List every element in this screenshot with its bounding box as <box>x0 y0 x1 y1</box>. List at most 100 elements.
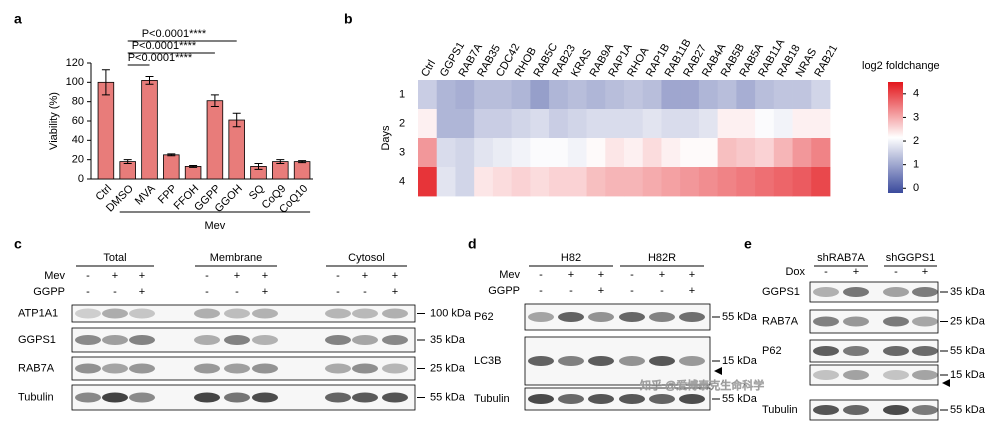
condition-sign: + <box>598 285 604 297</box>
heatmap-cell <box>811 109 831 139</box>
colorbar-tick-label: 2 <box>913 135 919 147</box>
condition-sign: - <box>539 285 543 297</box>
condition-sign: + <box>262 286 268 298</box>
condition-sign: - <box>205 286 209 298</box>
heatmap-cell <box>755 138 775 168</box>
condition-label: Mev <box>44 270 65 282</box>
blot-label: Tubulin <box>762 404 798 416</box>
heatmap-cell <box>773 167 793 197</box>
colorbar-tick-label: 3 <box>913 111 919 123</box>
bar <box>141 80 158 180</box>
blot-band <box>252 363 278 374</box>
heatmap-cell <box>418 167 438 197</box>
bar <box>272 161 289 180</box>
heatmap-cell <box>792 80 812 110</box>
heatmap-cell <box>605 167 625 197</box>
blot-band <box>252 392 278 403</box>
colorbar-tick-label: 0 <box>913 182 919 194</box>
heatmap-cell <box>811 80 831 110</box>
blot-label: P62 <box>762 345 782 357</box>
blot-label: GGPS1 <box>18 334 56 346</box>
error-bar <box>145 76 154 85</box>
molecular-weight: 35 kDa <box>430 334 466 346</box>
heatmap-cell <box>661 138 681 168</box>
condition-sign: + <box>689 269 695 281</box>
blot-band <box>352 335 378 345</box>
panel-label: b <box>344 11 353 27</box>
y-tick-label: 60 <box>72 115 84 127</box>
condition-sign: + <box>568 269 574 281</box>
blot-band <box>588 356 614 366</box>
group-header: H82R <box>648 252 676 264</box>
blot-band <box>194 363 220 374</box>
condition-sign: - <box>569 285 573 297</box>
heatmap-cell <box>436 80 456 110</box>
group-header: Membrane <box>210 252 263 264</box>
heatmap-cell <box>811 138 831 168</box>
heatmap-cell <box>474 80 494 110</box>
condition-sign: - <box>113 286 117 298</box>
blot-band <box>252 308 278 319</box>
blot-band <box>224 363 250 374</box>
error-bar <box>167 153 176 157</box>
blot-frame <box>809 364 939 386</box>
molecular-weight: 15 kDa <box>950 369 986 381</box>
heatmap-cell <box>717 80 737 110</box>
condition-label: GGPP <box>488 285 520 297</box>
molecular-weight: 25 kDa <box>950 315 986 327</box>
blot-band <box>102 363 128 374</box>
condition-sign: - <box>894 266 898 278</box>
molecular-weight: 25 kDa <box>430 362 466 374</box>
heatmap-cell <box>492 138 513 168</box>
y-axis-label: Days <box>380 125 392 151</box>
blot-band <box>912 370 938 380</box>
column-label: Ctrl <box>419 58 438 79</box>
blot-band <box>813 346 839 356</box>
heatmap-cell <box>661 109 681 139</box>
condition-sign: + <box>853 266 859 278</box>
blot-band <box>528 394 554 404</box>
bar <box>119 161 136 180</box>
blot-band <box>558 312 584 322</box>
blot-band <box>619 356 645 366</box>
heatmap-cell <box>511 80 531 110</box>
blot-band <box>883 370 909 380</box>
heatmap-cell <box>755 80 775 110</box>
blot-frame <box>71 356 416 381</box>
condition-sign: + <box>262 270 268 282</box>
blot-band <box>352 392 378 403</box>
condition-sign: + <box>139 270 145 282</box>
group-label: Mev <box>205 220 226 232</box>
blot-band <box>129 363 155 374</box>
heatmap-cell <box>492 80 513 110</box>
heatmap-cell <box>418 80 438 110</box>
error-bar <box>189 164 198 168</box>
blot-band <box>558 356 584 366</box>
molecular-weight: 15 kDa <box>722 355 758 367</box>
condition-sign: + <box>234 270 240 282</box>
blot-band <box>813 405 839 415</box>
molecular-weight: 55 kDa <box>722 393 758 405</box>
colorbar-title: log2 foldchange <box>862 60 940 72</box>
blot-label: LC3B <box>474 355 502 367</box>
blot-band <box>252 335 278 345</box>
heatmap-cell <box>455 167 475 197</box>
molecular-weight: 55 kDa <box>430 391 466 403</box>
heatmap-cell <box>455 138 475 168</box>
row-label: 3 <box>399 146 405 158</box>
blot-band <box>129 335 155 345</box>
condition-sign: - <box>363 286 367 298</box>
blot-band <box>129 308 155 319</box>
heatmap-cell <box>530 138 550 168</box>
blot-label: Tubulin <box>474 393 510 405</box>
blot-band <box>352 308 378 319</box>
heatmap-cell <box>698 109 719 139</box>
y-tick-label: 120 <box>66 57 84 69</box>
heatmap-cell <box>567 80 587 110</box>
condition-sign: + <box>922 266 928 278</box>
blot-band <box>528 356 554 366</box>
blot-band <box>194 392 220 403</box>
blot-band <box>813 287 839 297</box>
error-bar <box>210 94 219 107</box>
blot-band <box>382 308 408 319</box>
